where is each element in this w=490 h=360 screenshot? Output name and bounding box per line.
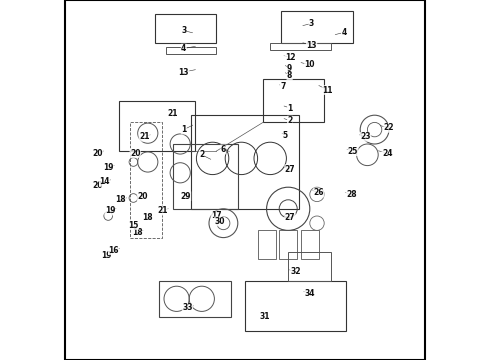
Text: 5: 5 xyxy=(283,131,288,140)
Text: 21: 21 xyxy=(168,109,178,118)
Text: 20: 20 xyxy=(92,149,102,158)
Text: 9: 9 xyxy=(287,64,292,73)
Text: 20: 20 xyxy=(130,149,141,158)
Text: 14: 14 xyxy=(99,177,110,186)
Text: 4: 4 xyxy=(342,28,346,37)
Text: 13: 13 xyxy=(178,68,189,77)
Text: 4: 4 xyxy=(181,44,186,53)
Text: 19: 19 xyxy=(105,206,115,215)
Text: 6: 6 xyxy=(221,145,226,154)
Text: 27: 27 xyxy=(285,165,295,174)
Text: 11: 11 xyxy=(322,86,333,95)
Text: 19: 19 xyxy=(103,163,114,172)
Text: 18: 18 xyxy=(142,213,152,222)
Text: 21: 21 xyxy=(139,132,149,141)
Text: 26: 26 xyxy=(314,188,324,197)
Text: 1: 1 xyxy=(287,104,293,113)
Text: 24: 24 xyxy=(382,149,392,158)
Text: 2: 2 xyxy=(287,116,293,125)
Text: 27: 27 xyxy=(285,213,295,222)
Text: 10: 10 xyxy=(305,60,315,69)
Text: 25: 25 xyxy=(348,147,358,156)
Text: 20: 20 xyxy=(137,192,147,201)
Text: 2: 2 xyxy=(199,150,204,159)
Text: 29: 29 xyxy=(180,192,191,201)
Text: 28: 28 xyxy=(346,190,357,199)
Text: 33: 33 xyxy=(182,303,193,312)
Text: 16: 16 xyxy=(108,246,119,255)
Text: 22: 22 xyxy=(384,123,394,132)
Text: 23: 23 xyxy=(360,132,371,141)
Text: 7: 7 xyxy=(280,82,286,91)
Text: 12: 12 xyxy=(285,53,295,62)
Text: 20: 20 xyxy=(92,181,102,190)
Text: 17: 17 xyxy=(211,211,221,220)
Text: 18: 18 xyxy=(116,195,126,204)
Text: 34: 34 xyxy=(305,289,315,298)
Text: 21: 21 xyxy=(157,206,168,215)
Text: 30: 30 xyxy=(215,217,225,226)
Text: 32: 32 xyxy=(290,267,301,276)
Text: 18: 18 xyxy=(132,228,142,237)
Text: 19: 19 xyxy=(101,251,112,260)
Text: 3: 3 xyxy=(309,19,314,28)
Text: 31: 31 xyxy=(260,312,270,321)
Text: 1: 1 xyxy=(181,125,186,134)
Text: 8: 8 xyxy=(287,71,293,80)
Text: 13: 13 xyxy=(306,41,317,50)
Text: 15: 15 xyxy=(128,220,139,230)
Text: 3: 3 xyxy=(181,26,186,35)
